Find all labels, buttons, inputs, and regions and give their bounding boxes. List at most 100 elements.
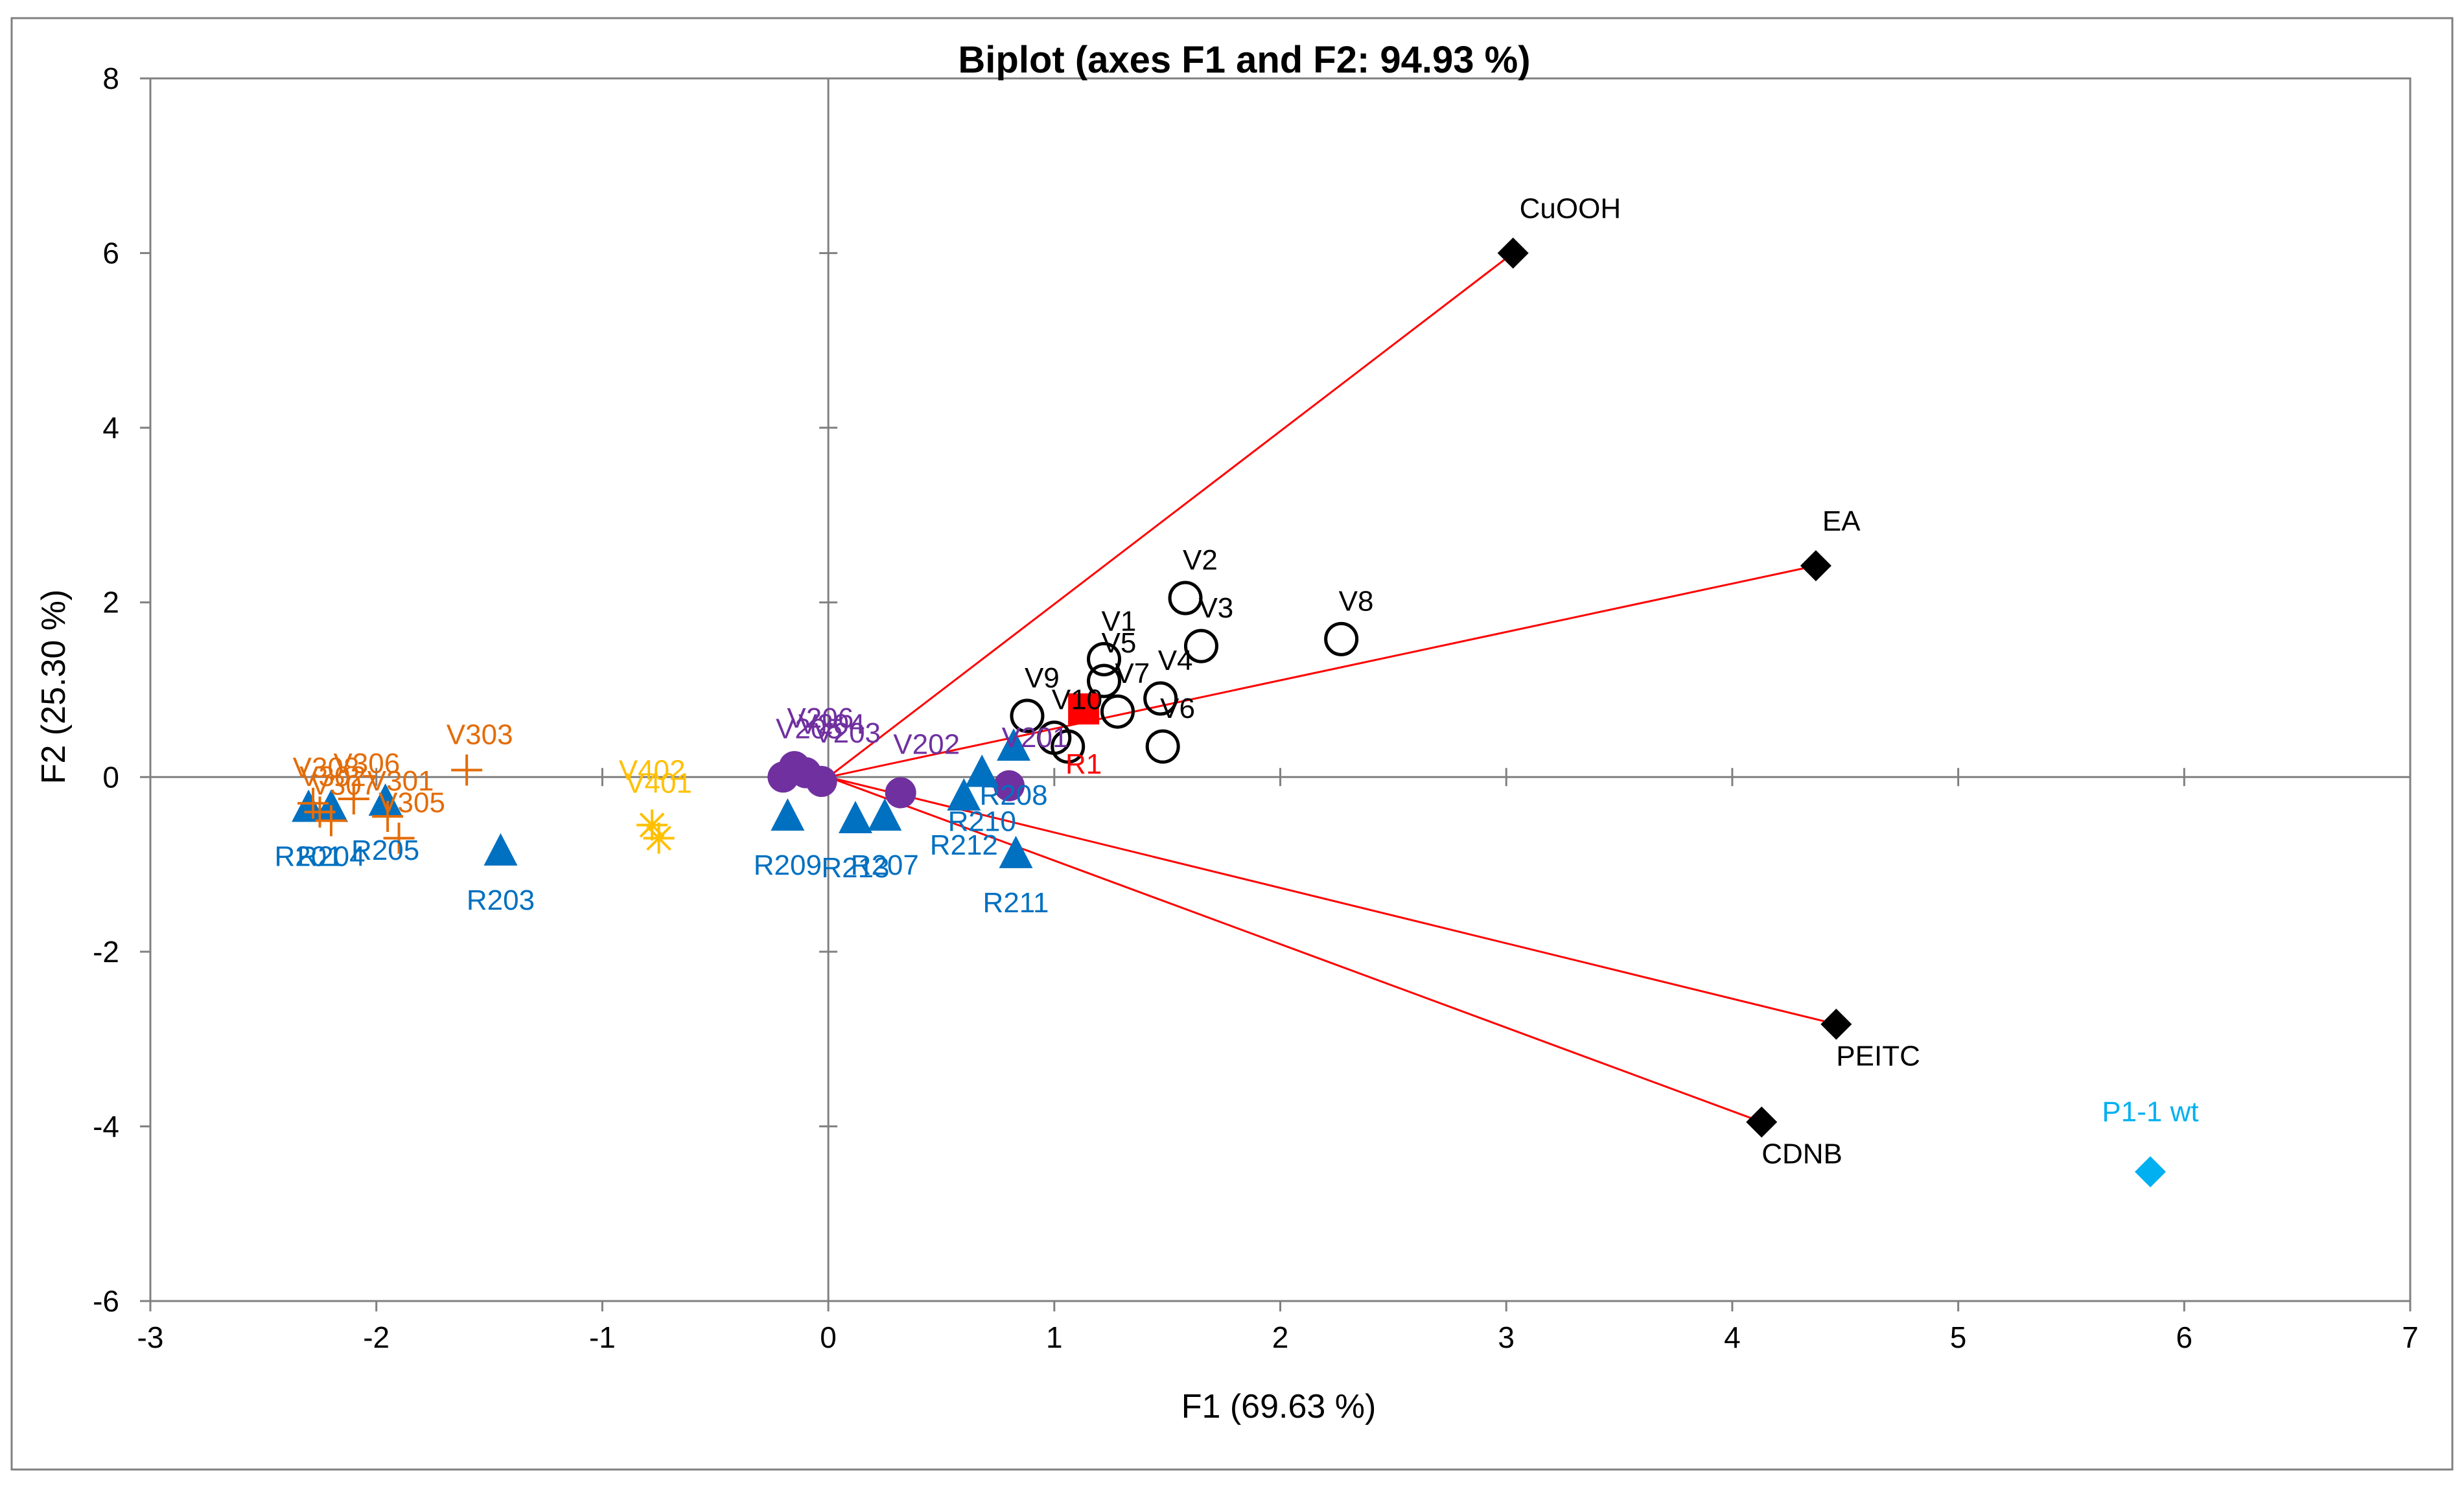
data-point-v303 [451, 754, 483, 786]
point-label-r201: R201 [274, 840, 342, 872]
data-point-cuooh [1497, 237, 1529, 269]
point-label-r203: R203 [467, 884, 535, 916]
point-label-v203: V203 [814, 717, 881, 749]
data-point-v2 [1168, 581, 1203, 616]
y-tick-label: -4 [93, 1109, 119, 1143]
data-point-v1 [1087, 641, 1122, 676]
point-label-v305: V305 [378, 787, 445, 819]
point-label-v202: V202 [893, 729, 960, 761]
point-label-v10: V10 [1052, 684, 1102, 716]
data-point-r213 [838, 800, 872, 833]
data-point-v4 [1143, 681, 1178, 716]
data-point-ea [1800, 550, 1831, 582]
x-tick-label: 3 [1498, 1320, 1515, 1354]
data-point-r212 [947, 778, 981, 811]
x-tick-label: -1 [589, 1320, 616, 1354]
loading-vector-cuooh [828, 252, 1514, 778]
data-point-v305 [383, 822, 415, 854]
data-point-v308 [297, 787, 329, 819]
chart-area-border [10, 17, 2454, 1471]
y-axis-title: F2 (25.30 %) [35, 590, 73, 785]
data-point-v401 [643, 822, 675, 854]
vectors-layer [828, 252, 1837, 1124]
point-label-ea: EA [1822, 505, 1861, 537]
labels-layer: V1V2V3V4V5V6V7V8V9V10R1V201V202V203V204V… [274, 193, 2198, 1170]
y-tick-label: 2 [102, 586, 119, 619]
data-point-v7 [1100, 694, 1135, 729]
x-tick-label: 1 [1046, 1320, 1063, 1354]
data-point-r211 [999, 835, 1033, 868]
point-label-v204: V204 [798, 709, 865, 741]
point-label-v306: V306 [333, 748, 400, 779]
y-tick-label: 4 [102, 411, 119, 444]
data-point-v201 [994, 770, 1025, 801]
x-tick-label: 4 [1724, 1320, 1741, 1354]
data-point-v301 [372, 800, 404, 832]
points-layer [292, 237, 2166, 1188]
point-label-v5: V5 [1102, 627, 1137, 659]
data-point-r208 [997, 728, 1031, 761]
data-point-unlabeled-0-10 [1051, 729, 1086, 764]
point-label-r1: R1 [1065, 748, 1102, 780]
point-label-v3: V3 [1198, 592, 1233, 624]
point-label-v2: V2 [1183, 544, 1218, 576]
data-point-r1 [1068, 693, 1100, 725]
data-point-peitc [1820, 1008, 1852, 1040]
point-label-r205: R205 [351, 835, 419, 866]
data-point-cdnb [1746, 1106, 1778, 1138]
point-label-v9: V9 [1025, 662, 1060, 694]
point-label-v7: V7 [1115, 658, 1150, 689]
point-label-v302: V302 [299, 761, 366, 792]
point-label-peitc: PEITC [1836, 1041, 1920, 1072]
data-point-v3 [1183, 628, 1218, 663]
loading-vector-ea [828, 564, 1817, 778]
x-axis-title: F1 (69.63 %) [1181, 1388, 1377, 1425]
point-label-p1-1-wt: P1-1 wt [2102, 1096, 2198, 1128]
point-label-r207: R207 [851, 849, 919, 881]
point-label-r204: R204 [297, 840, 365, 872]
point-label-v303: V303 [447, 719, 513, 751]
x-tick-label: 7 [2402, 1320, 2419, 1354]
point-label-v206: V206 [787, 702, 854, 734]
point-label-v401: V401 [625, 768, 692, 800]
data-point-p1-1-wt [2134, 1156, 2166, 1188]
point-label-v402: V402 [619, 754, 686, 786]
data-point-v302 [304, 796, 336, 828]
data-point-r210 [965, 754, 999, 787]
x-tick-label: 6 [2176, 1320, 2193, 1354]
data-point-v202 [885, 777, 916, 809]
data-point-v9 [1010, 698, 1045, 733]
point-label-v8: V8 [1339, 585, 1374, 617]
point-label-r210: R210 [948, 806, 1016, 838]
point-label-cuooh: CuOOH [1520, 193, 1621, 225]
y-tick-label: 0 [102, 760, 119, 794]
point-label-r212: R212 [930, 829, 998, 861]
point-label-cdnb: CDNB [1761, 1138, 1842, 1170]
x-tick-label: -3 [137, 1320, 164, 1354]
point-label-r208: R208 [979, 779, 1047, 811]
data-point-r201 [292, 789, 326, 822]
point-label-r209: R209 [754, 849, 822, 881]
point-label-r211: R211 [983, 887, 1049, 919]
y-tick-label: -6 [93, 1284, 119, 1318]
point-label-v308: V308 [293, 752, 360, 784]
loading-vector-peitc [828, 776, 1837, 1026]
x-tick-label: 5 [1950, 1320, 1967, 1354]
point-label-r213: R213 [821, 852, 889, 884]
data-point-v8 [1324, 621, 1359, 656]
data-point-v402 [636, 809, 668, 841]
data-point-r203 [483, 833, 518, 866]
data-point-r205 [368, 783, 402, 816]
point-label-v4: V4 [1158, 645, 1193, 676]
x-tick-label: -2 [363, 1320, 389, 1354]
data-point-r207 [868, 798, 902, 831]
data-point-v5 [1087, 663, 1122, 698]
point-label-v307: V307 [311, 770, 378, 801]
data-point-v6 [1145, 729, 1180, 764]
data-point-v306 [338, 783, 369, 814]
point-label-v301: V301 [367, 765, 434, 797]
x-tick-label: 0 [820, 1320, 837, 1354]
chart-title: Biplot (axes F1 and F2: 94.93 %) [958, 39, 1530, 81]
